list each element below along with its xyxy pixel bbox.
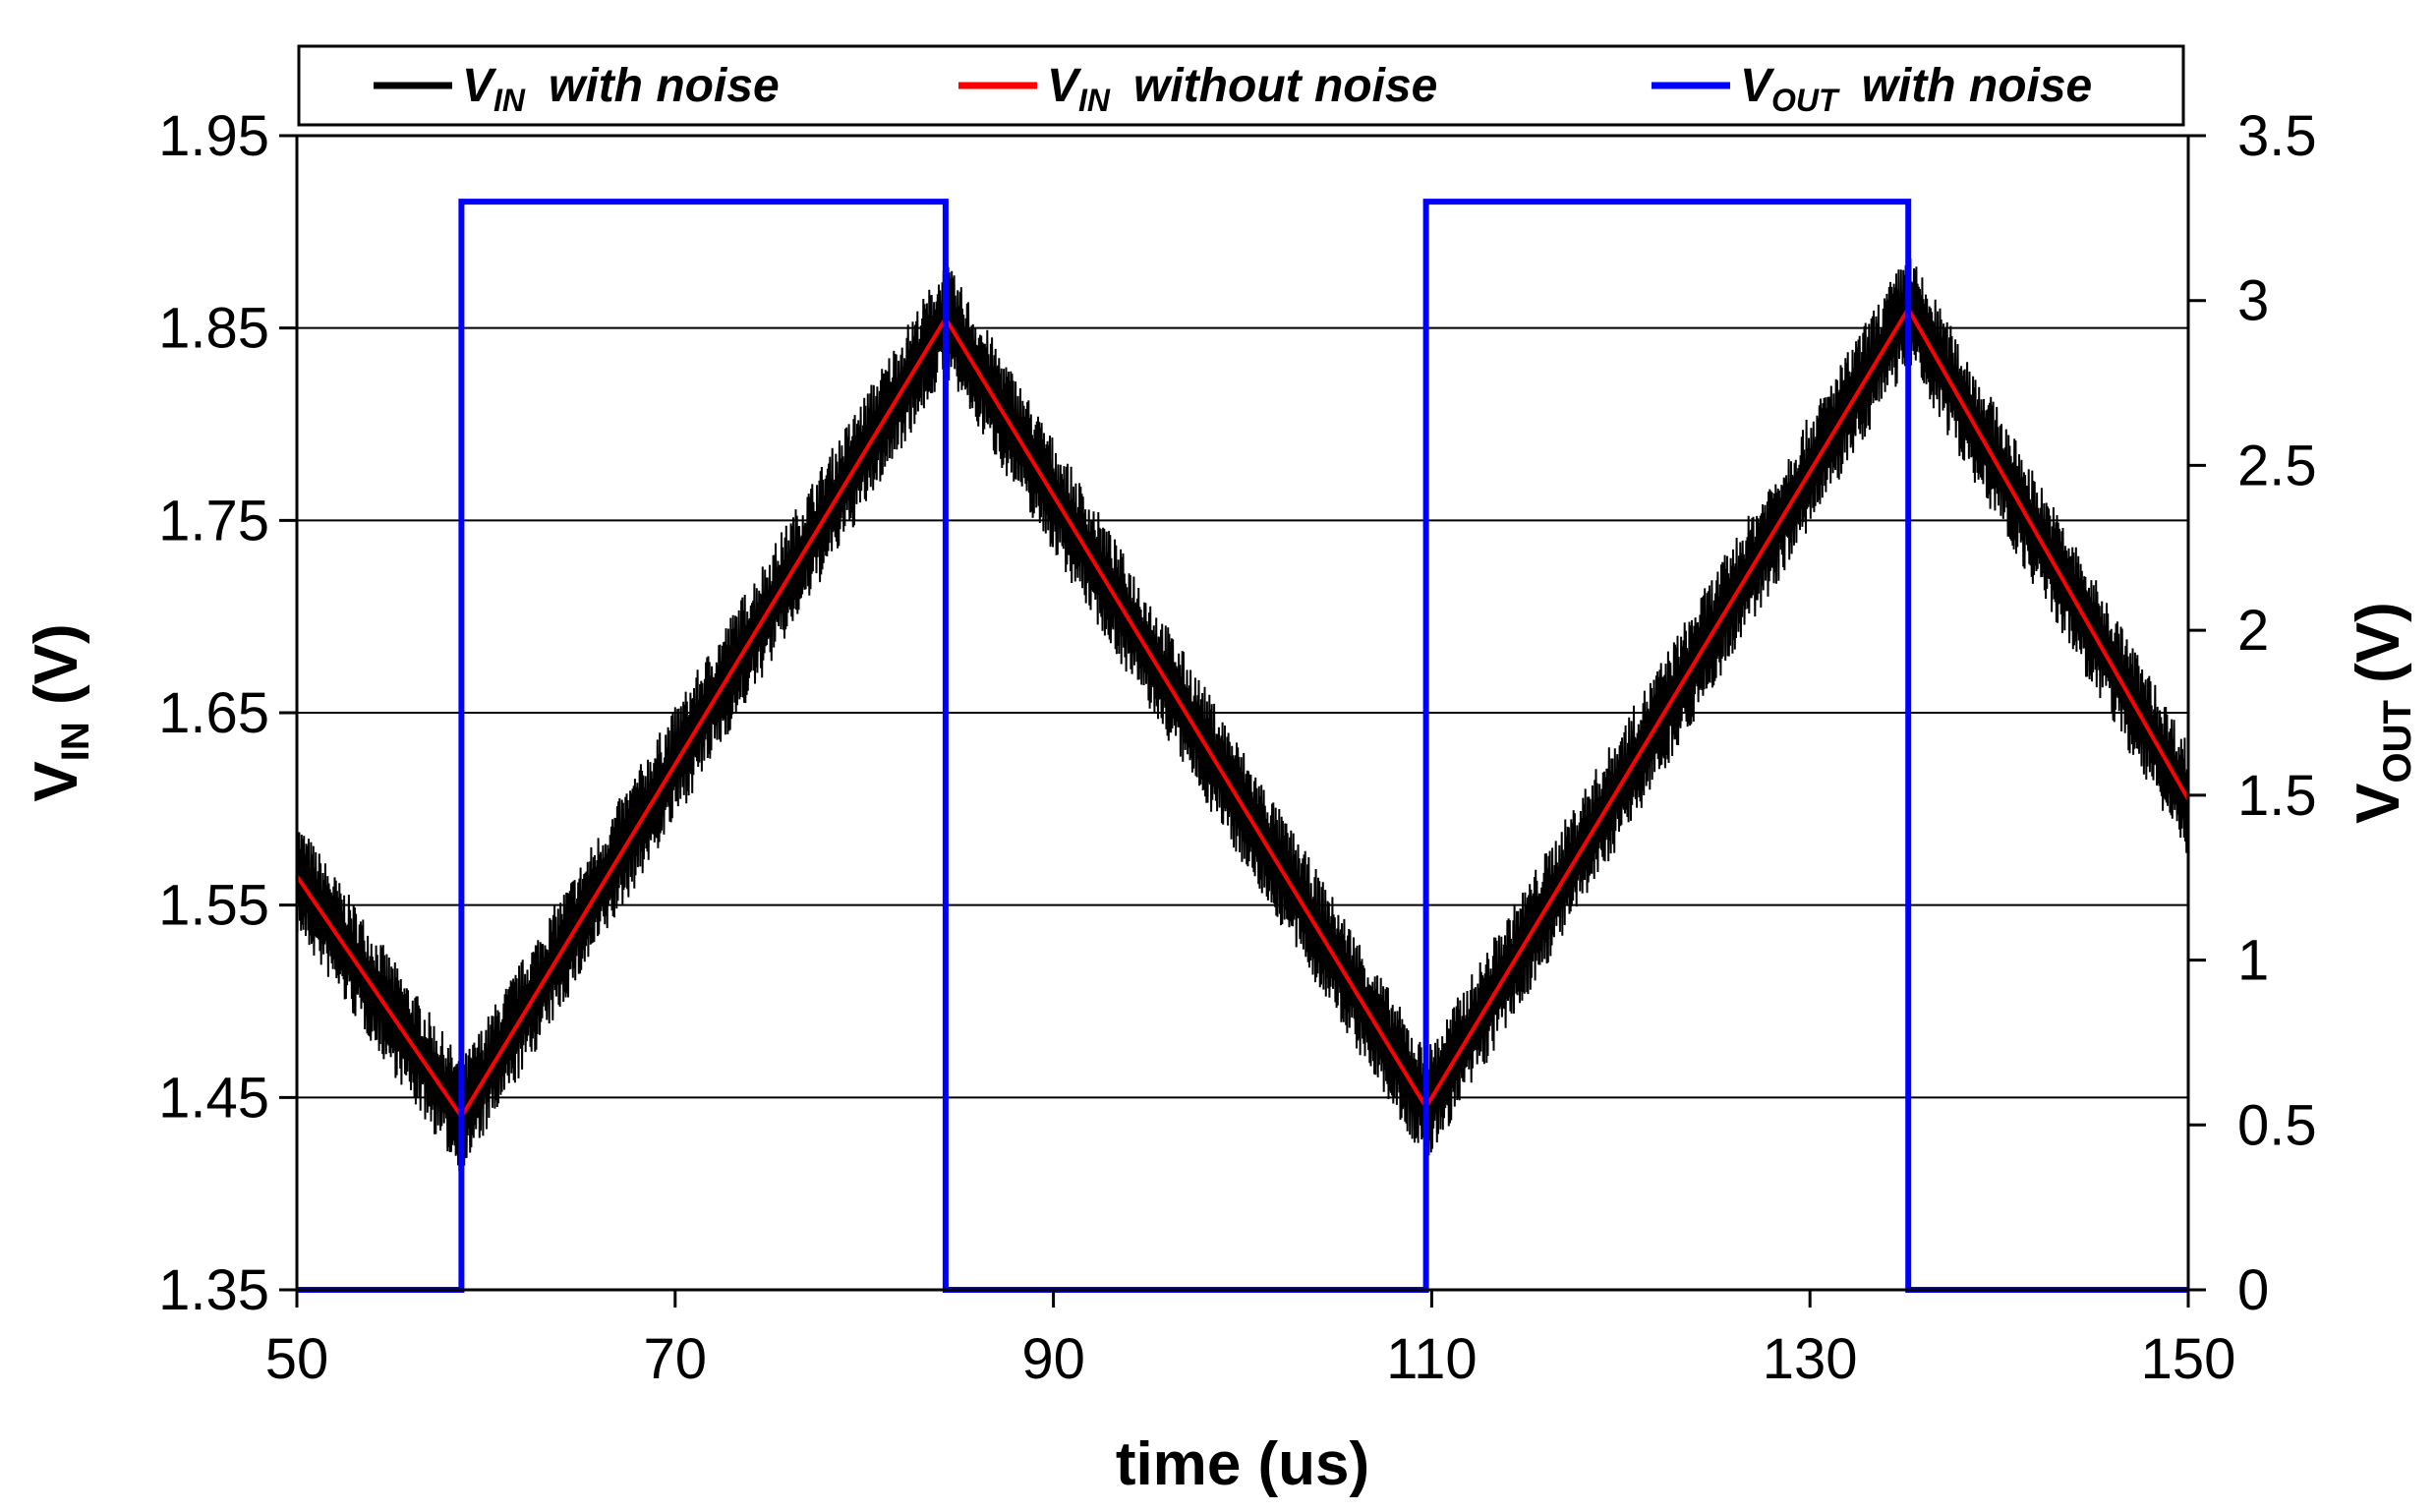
y-left-tick-label: 1.75 (158, 489, 269, 552)
x-axis-title: time (us) (1116, 1430, 1369, 1498)
x-tick-label: 50 (265, 1327, 329, 1391)
series-vin-clean-line (295, 305, 2190, 1121)
x-tick-label: 110 (1386, 1327, 1477, 1391)
y-right-tick-label: 2.5 (2237, 434, 2317, 497)
legend-item-vin-clean: VIN without noise (958, 60, 1437, 118)
y-axis-right-title: VOUT (V) (2345, 602, 2419, 824)
y-left-tick-label: 1.35 (158, 1258, 269, 1322)
y-left-tick-label: 1.45 (158, 1066, 269, 1130)
legend-item-vin-noise: VIN with noise (374, 60, 780, 118)
x-tick-label: 150 (2141, 1327, 2236, 1391)
y-right-tick-label: 0 (2237, 1258, 2269, 1322)
y-right-tick-label: 2 (2237, 599, 2269, 663)
y-right-tick-label: 1 (2237, 929, 2269, 993)
y-right-tick-label: 1.5 (2237, 764, 2317, 828)
x-tick-label: 90 (1021, 1327, 1085, 1391)
legend-item-vout-noise: VOUT with noise (1652, 60, 2092, 118)
y-right-tick-label: 0.5 (2237, 1093, 2317, 1157)
legend-label-vin-noise: VIN with noise (462, 60, 780, 118)
y-right-tick-label: 3.5 (2237, 104, 2317, 168)
legend: VIN with noise VIN without noise VOUT with … (297, 44, 2185, 127)
series-vin-noise-line (296, 258, 2189, 1174)
y-left-tick-label: 1.55 (158, 874, 269, 938)
y-left-tick-label: 1.95 (158, 104, 269, 168)
legend-label-vout-noise: VOUT with noise (1740, 60, 2092, 118)
series-group (295, 199, 2190, 1293)
y-right-tick-label: 3 (2237, 269, 2269, 333)
axes: 1.35 1.45 1.55 1.65 1.75 1.85 1.95 0 0.5 1 1.5 2 2.5… (158, 104, 2317, 1391)
y-left-tick-label: 1.65 (158, 681, 269, 745)
y-axis-left-title: VIN (V) (23, 623, 97, 801)
x-tick-label: 70 (644, 1327, 708, 1391)
x-tick-label: 130 (1763, 1327, 1858, 1391)
legend-box (297, 44, 2185, 127)
y-left-tick-label: 1.85 (158, 297, 269, 361)
legend-label-vin-clean: VIN without noise (1047, 60, 1437, 118)
